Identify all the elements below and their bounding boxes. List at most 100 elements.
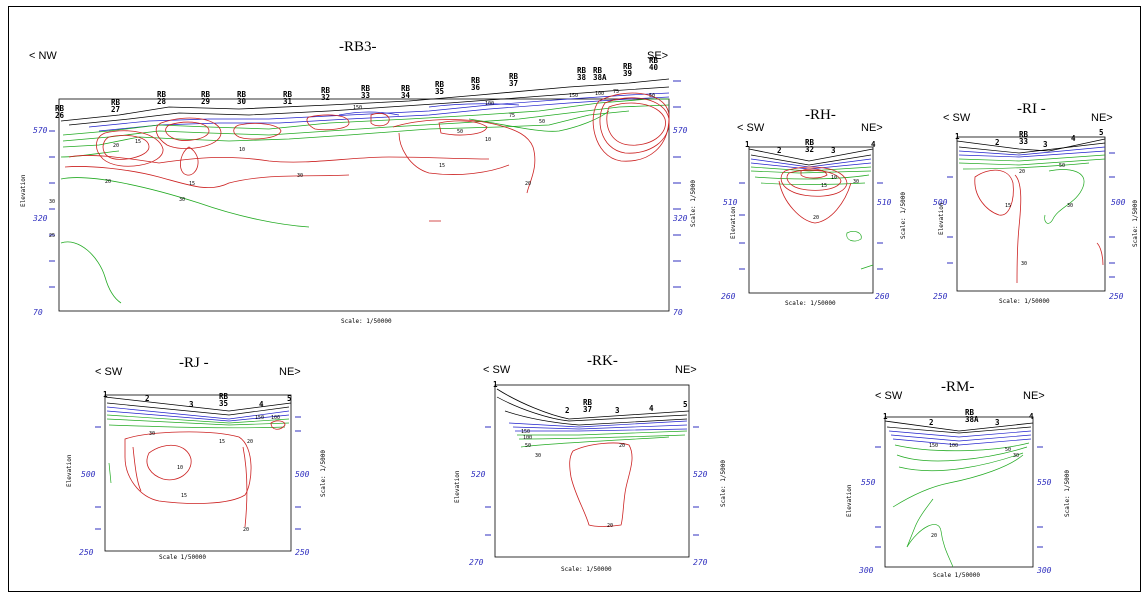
svg-text:15: 15 (219, 439, 225, 445)
svg-text:2: 2 (929, 418, 934, 427)
well-labels: 1 2 RB 37 3 4 5 (493, 380, 688, 415)
plot-border (748, 146, 874, 294)
section-rm: -RM- < SW NE> 550 550 300 300 Elevation … (846, 379, 1071, 579)
svg-text:4: 4 (259, 400, 264, 409)
svg-text:4: 4 (649, 404, 654, 413)
plot-border (956, 136, 1106, 292)
right-axis-ticks (673, 80, 681, 288)
svg-text:20: 20 (1019, 169, 1025, 175)
svg-text:30: 30 (535, 453, 541, 459)
svg-text:5: 5 (287, 394, 292, 403)
svg-text:75: 75 (613, 89, 619, 95)
svg-text:1: 1 (883, 412, 888, 421)
direction-left: < SW (737, 122, 765, 134)
well-labels: 1 2 RB 33 3 4 5 (955, 128, 1104, 149)
svg-text:15: 15 (181, 493, 187, 499)
axis-label-left: Elevation (66, 454, 73, 487)
svg-text:75: 75 (509, 113, 515, 119)
svg-text:3: 3 (615, 406, 620, 415)
elevation-bottom-left: 260 (721, 292, 736, 301)
contours-core (124, 420, 286, 528)
elevation-top-left: 500 (933, 198, 948, 207)
elevation-top-right: 570 (673, 126, 688, 135)
section-title: -RJ - (179, 355, 209, 371)
svg-text:20: 20 (607, 523, 613, 529)
section-title: -RK- (587, 353, 618, 369)
svg-text:2: 2 (565, 406, 570, 415)
direction-right: NE> (861, 122, 883, 134)
svg-text:15: 15 (439, 163, 445, 169)
axis-ticks (875, 446, 1043, 548)
well-labels: 1 2 RB 32 3 4 (745, 138, 876, 155)
section-rh: -RH- < SW NE> 510 510 260 260 Elevation … (721, 107, 907, 307)
elevation-top-left: 570 (33, 126, 48, 135)
elevation-bottom-left: 270 (469, 558, 484, 567)
axis-label-left: Elevation (846, 484, 853, 517)
axis-label-left: Elevation (20, 174, 27, 207)
svg-text:50: 50 (539, 119, 545, 125)
svg-text:30: 30 (1013, 453, 1019, 459)
svg-text:4: 4 (871, 140, 876, 149)
direction-right: SE> (647, 50, 668, 62)
svg-text:2: 2 (777, 146, 782, 155)
direction-right: NE> (1091, 112, 1113, 124)
svg-text:5: 5 (683, 400, 688, 409)
scale-label: Scale: 1/50000 (785, 300, 836, 307)
svg-text:20: 20 (931, 533, 937, 539)
elevation-top-right: 500 (1111, 198, 1126, 207)
section-rk: -RK- < SW NE> 520 520 270 270 Elevation … (454, 353, 727, 573)
svg-text:3: 3 (831, 146, 836, 155)
svg-text:100: 100 (271, 415, 280, 421)
contour-labels: 20 15 30 50 30 (1005, 163, 1073, 267)
section-rj: -RJ - < SW NE> 500 500 250 250 Elevation… (66, 355, 327, 561)
direction-left: < SW (875, 390, 903, 402)
svg-text:100: 100 (949, 443, 958, 449)
svg-text:30: 30 (297, 173, 303, 179)
elevation-top-right: 510 (877, 198, 892, 207)
contour-labels: 15 30 10 20 (813, 175, 859, 221)
svg-text:30: 30 (1067, 203, 1073, 209)
direction-right: NE> (1023, 390, 1045, 402)
contour-labels: 20 15 20 30 25 10 15 30 150 100 75 50 15… (49, 89, 655, 239)
elevation-top-left: 520 (471, 470, 486, 479)
plot-border (104, 394, 292, 552)
svg-text:10: 10 (485, 137, 491, 143)
direction-right: NE> (279, 366, 301, 378)
section-ri: -RI - < SW NE> 500 500 250 250 Elevation… (933, 101, 1139, 305)
direction-left: < SW (95, 366, 123, 378)
plot-border (884, 416, 1034, 568)
axis-label-right: Scale: 1/5000 (1132, 200, 1139, 247)
axis-label-left: Elevation (730, 206, 737, 239)
elevation-top-left: 550 (861, 478, 876, 487)
svg-text:20: 20 (105, 179, 111, 185)
svg-text:50: 50 (1059, 163, 1065, 169)
contour-labels: 150 100 50 30 20 (929, 443, 1019, 539)
sections-diagram: -RB3- < NW SE> 570 570 320 320 70 70 Ele… (20, 39, 1139, 579)
scale-label: Scale: 1/50000 (341, 318, 392, 325)
svg-text:20: 20 (813, 215, 819, 221)
axis-ticks (947, 152, 1115, 278)
scale-label: Scale 1/50000 (159, 554, 206, 561)
well-labels: RB 26 RB 27 RB 28 RB 29 RB 30 RB 31 RB 32 RB 33 … (55, 56, 659, 120)
svg-text:2: 2 (995, 138, 1000, 147)
svg-text:150: 150 (353, 105, 362, 111)
svg-text:20: 20 (113, 143, 119, 149)
section-title: -RM- (941, 379, 974, 395)
contours-core (778, 166, 852, 224)
ground-surface (60, 78, 670, 122)
axis-label-left: Elevation (454, 470, 461, 503)
svg-text:1: 1 (955, 132, 960, 141)
